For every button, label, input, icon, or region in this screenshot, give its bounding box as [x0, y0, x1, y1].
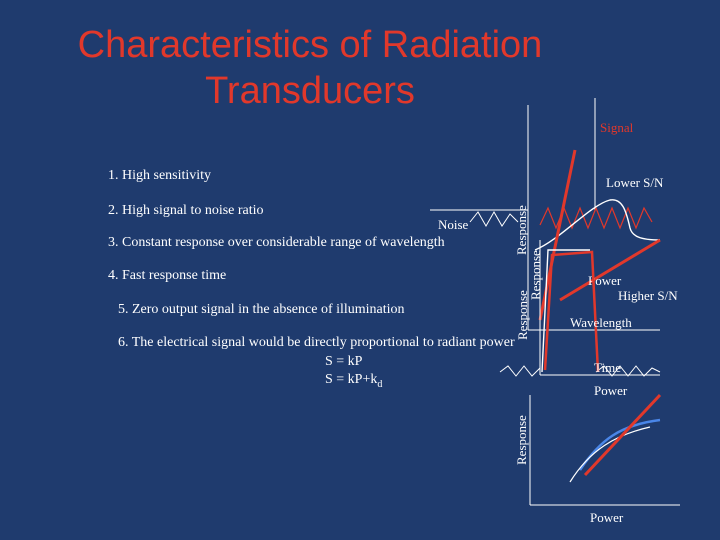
power-curve-white — [569, 426, 651, 483]
label-higher-sn: Higher S/N — [618, 288, 678, 303]
noise-trace-red — [539, 206, 653, 230]
label-response-3: Response — [528, 250, 543, 300]
equation-dark-current: S = kP+kd — [325, 372, 382, 390]
higher-sn-line-red — [559, 238, 661, 302]
time-noise-left — [499, 365, 541, 377]
label-signal: Signal — [600, 120, 634, 135]
label-response-4: Response — [514, 415, 529, 465]
label-response-2: Response — [515, 290, 530, 340]
slide-title-line1: Characteristics of Radiation — [77, 24, 543, 66]
equation-dark-current-main: S = kP+k — [325, 372, 378, 387]
wavelength-time-panel: Wavelength Time Response Response — [499, 240, 661, 377]
characteristic-5: 5. Zero output signal in the absence of … — [118, 302, 405, 317]
characteristic-1: 1. High sensitivity — [108, 168, 212, 183]
label-power-2: Power — [594, 383, 628, 398]
noise-trace-white — [469, 210, 519, 228]
response-power-panel: Power Power Response — [514, 383, 680, 525]
equation-proportional: S = kP — [325, 354, 363, 369]
signal-curve-white — [534, 199, 661, 251]
response-step-white — [541, 249, 590, 373]
characteristic-4: 4. Fast response time — [108, 268, 227, 283]
power-line-red — [583, 393, 662, 477]
characteristic-2: 2. High signal to noise ratio — [108, 203, 264, 218]
slide-title: Characteristics of Radiation Transducers — [60, 22, 560, 114]
label-power-3: Power — [590, 510, 624, 525]
label-wavelength: Wavelength — [570, 315, 632, 330]
signal-noise-panel: Signal Noise Lower S/N Power Higher S/N … — [430, 98, 678, 331]
equation-dark-current-subscript: d — [377, 378, 383, 390]
slide-title-line2: Transducers — [205, 70, 415, 112]
label-time: Time — [594, 360, 621, 375]
characteristic-3: 3. Constant response over considerable r… — [108, 235, 445, 250]
label-noise: Noise — [438, 217, 469, 232]
label-power-1: Power — [588, 273, 622, 288]
time-noise-right — [595, 365, 661, 377]
characteristic-6: 6. The electrical signal would be direct… — [118, 335, 515, 350]
label-lower-sn: Lower S/N — [606, 175, 664, 190]
label-response-1: Response — [514, 205, 529, 255]
response-step-red — [543, 250, 600, 373]
